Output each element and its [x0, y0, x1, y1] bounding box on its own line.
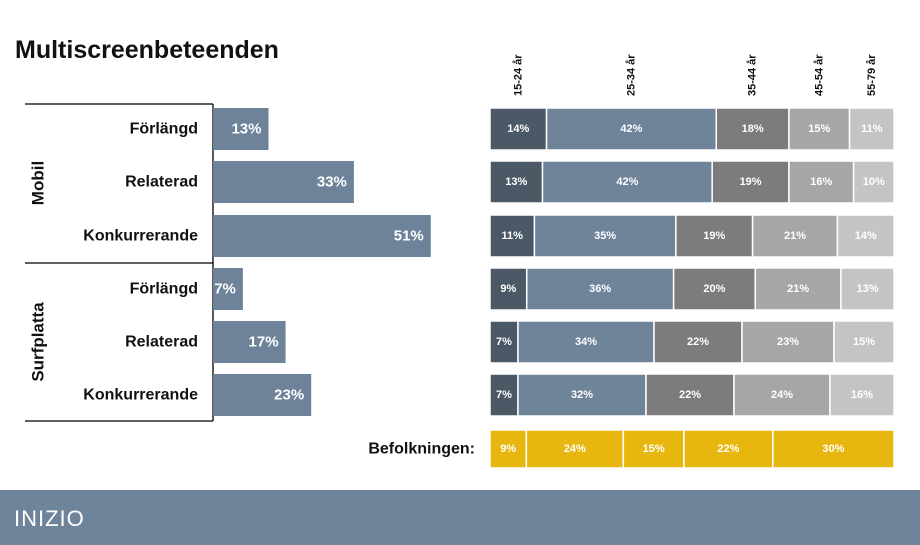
stacked-segment-label: 18% — [742, 123, 764, 135]
group-label-1: Surfplatta — [29, 302, 48, 382]
category-label: Konkurrerande — [83, 228, 198, 245]
population-segment — [772, 429, 895, 469]
left-bar — [213, 321, 286, 363]
stacked-segment — [541, 160, 713, 204]
stacked-segment-label: 11% — [861, 123, 883, 135]
stacked-segment-label: 42% — [620, 123, 642, 135]
population-segment-label: 24% — [564, 443, 586, 455]
left-bar-label: 7% — [214, 281, 236, 298]
stacked-segment-label: 21% — [787, 283, 809, 295]
left-bar — [213, 374, 312, 416]
stacked-segment-label: 36% — [589, 283, 611, 295]
stacked-segment-label: 13% — [856, 283, 878, 295]
stacked-segment-label: 21% — [784, 230, 806, 242]
stacked-segment — [545, 107, 717, 151]
category-label: Förlängd — [130, 281, 198, 298]
stacked-segment — [848, 107, 895, 151]
stacked-segment-label: 11% — [502, 230, 524, 242]
stacked-segment-label: 7% — [496, 389, 512, 401]
stacked-segment — [489, 373, 519, 417]
stacked-segment — [517, 373, 647, 417]
left-bar-label: 23% — [274, 387, 304, 404]
age-header-label: 35-44 år — [747, 54, 759, 96]
age-header-label: 45-54 år — [813, 54, 825, 96]
population-segment-label: 9% — [500, 443, 516, 455]
stacked-segment-label: 14% — [507, 123, 529, 135]
stacked-segment — [525, 267, 675, 311]
stacked-segment — [852, 160, 895, 204]
stacked-segment — [653, 320, 743, 364]
stacked-segment-label: 7% — [496, 336, 512, 348]
group-label-0: Mobil — [29, 161, 48, 205]
footer-bar: INIZIO — [0, 490, 920, 545]
stacked-segment — [489, 320, 519, 364]
stacked-segment-label: 22% — [679, 389, 701, 401]
stacked-segment — [675, 214, 754, 258]
category-label: Relaterad — [125, 334, 198, 351]
stacked-segment — [711, 160, 790, 204]
population-label: Befolkningen: — [368, 441, 475, 458]
stacked-segment — [833, 320, 895, 364]
stacked-segment-label: 42% — [616, 176, 638, 188]
population-segment-label: 30% — [822, 443, 844, 455]
left-bar-label: 17% — [249, 334, 279, 351]
stacked-segment — [788, 107, 851, 151]
stacked-segment-label: 15% — [808, 123, 830, 135]
stacked-segment-label: 15% — [853, 336, 875, 348]
stacked-segment — [754, 267, 842, 311]
stacked-segment — [829, 373, 895, 417]
stacked-segment — [836, 214, 895, 258]
left-bar — [213, 161, 354, 203]
stacked-segment — [672, 267, 757, 311]
stacked-segment-label: 9% — [500, 283, 516, 295]
left-bar-label: 13% — [231, 121, 261, 138]
left-bar-label: 33% — [317, 174, 347, 191]
stacked-segment-label: 32% — [571, 389, 593, 401]
stacked-segment-label: 16% — [851, 389, 873, 401]
stacked-segment-label: 10% — [863, 176, 885, 188]
inizio-logo: INIZIO — [14, 506, 85, 531]
stacked-segment-label: 24% — [771, 389, 793, 401]
stacked-segment-label: 14% — [855, 230, 877, 242]
stacked-segment-label: 16% — [810, 176, 832, 188]
chart-area: Mobil Surfplatta Förlängd 13% Relaterad 33% Ko… — [25, 54, 895, 469]
age-header-label: 15-24 år — [512, 54, 524, 96]
population-segment — [622, 429, 685, 469]
stacked-segment-label: 19% — [703, 230, 725, 242]
population-segment — [525, 429, 625, 469]
stacked-segment — [533, 214, 677, 258]
stacked-segment — [489, 107, 548, 151]
age-header-label: 25-34 år — [625, 54, 637, 96]
left-bar — [213, 108, 269, 150]
left-bar — [213, 215, 431, 257]
stacked-segment-label: 35% — [594, 230, 616, 242]
population-segment-label: 22% — [717, 443, 739, 455]
left-bar-label: 51% — [394, 228, 424, 245]
stacked-segment — [645, 373, 735, 417]
category-label: Konkurrerande — [83, 387, 198, 404]
category-label: Relaterad — [125, 174, 198, 191]
stacked-segment — [840, 267, 895, 311]
population-segment — [683, 429, 774, 469]
age-header-label: 55-79 år — [866, 54, 878, 96]
stacked-segment-label: 13% — [505, 176, 527, 188]
stacked-segment-label: 34% — [575, 336, 597, 348]
category-label: Förlängd — [130, 121, 198, 138]
left-bar — [213, 268, 243, 310]
stacked-segment-label: 22% — [687, 336, 709, 348]
page-title: Multiscreenbeteenden — [15, 36, 279, 64]
stacked-segment — [489, 160, 544, 204]
stacked-segment — [751, 214, 839, 258]
population-segment-label: 15% — [643, 443, 665, 455]
stacked-segment-label: 23% — [777, 336, 799, 348]
stacked-segment-label: 19% — [740, 176, 762, 188]
stacked-segment-label: 20% — [703, 283, 725, 295]
stacked-segment — [741, 320, 835, 364]
stacked-segment — [733, 373, 831, 417]
stacked-segment — [489, 214, 536, 258]
stacked-segment — [715, 107, 790, 151]
